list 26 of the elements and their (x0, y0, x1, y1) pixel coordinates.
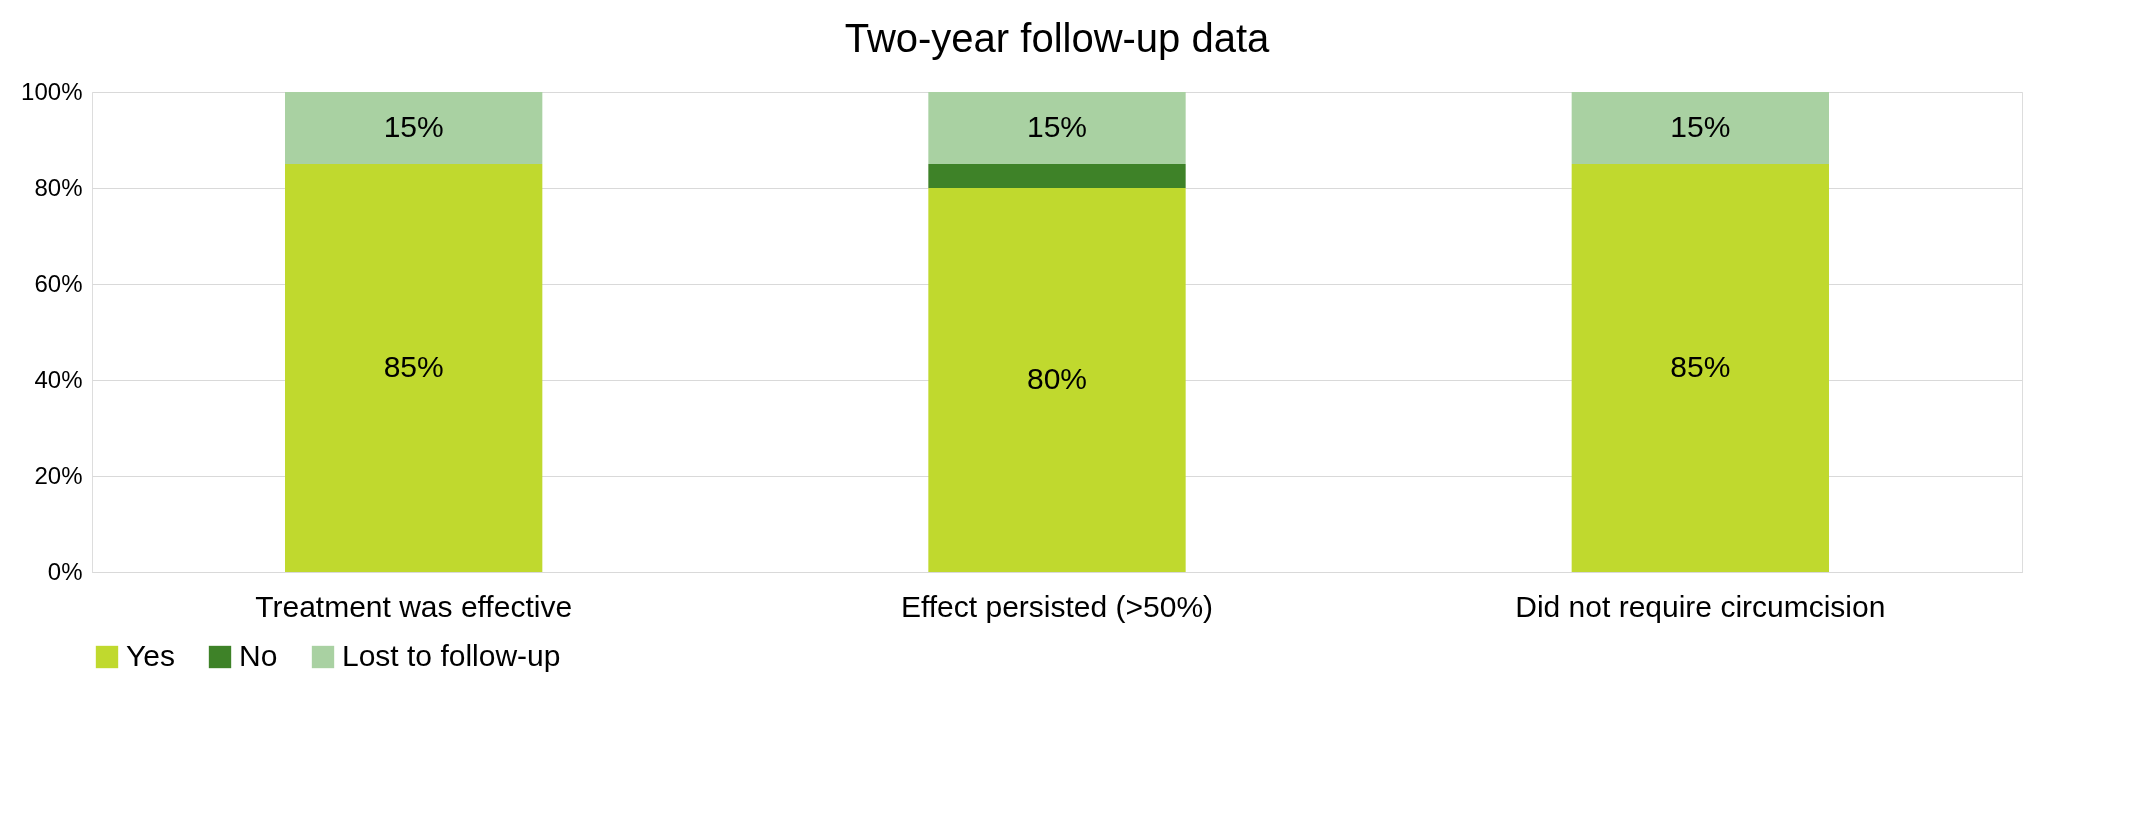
data-label: 80% (1026, 362, 1088, 395)
bar (285, 92, 543, 164)
bar (928, 188, 1186, 572)
legend-label: Lost to follow-up (342, 639, 561, 672)
y-tick-label: 0% (47, 557, 83, 585)
y-tick-label: 100% (21, 77, 83, 105)
bar (1571, 164, 1829, 572)
legend-label: Yes (126, 639, 175, 672)
x-tick-label: Did not require circumcision (1515, 589, 1886, 623)
data-label: 15% (1026, 110, 1088, 143)
bar (1571, 92, 1829, 164)
bar (928, 164, 1186, 188)
bar (928, 92, 1186, 164)
data-label: 15% (1670, 110, 1731, 143)
x-tick-label: Treatment was effective (255, 589, 573, 623)
y-tick-label: 20% (34, 461, 83, 489)
y-tick-label: 60% (34, 269, 83, 297)
y-tick-label: 40% (34, 365, 83, 393)
chart-title: Two-year follow-up data (844, 16, 1271, 60)
data-label: 85% (1670, 350, 1731, 383)
y-tick-label: 80% (34, 173, 83, 201)
bar (285, 164, 543, 572)
data-label: 15% (383, 110, 444, 143)
legend-label: No (239, 639, 278, 672)
x-tick-label: Effect persisted (>50%) (900, 589, 1214, 623)
data-label: 85% (383, 350, 444, 383)
